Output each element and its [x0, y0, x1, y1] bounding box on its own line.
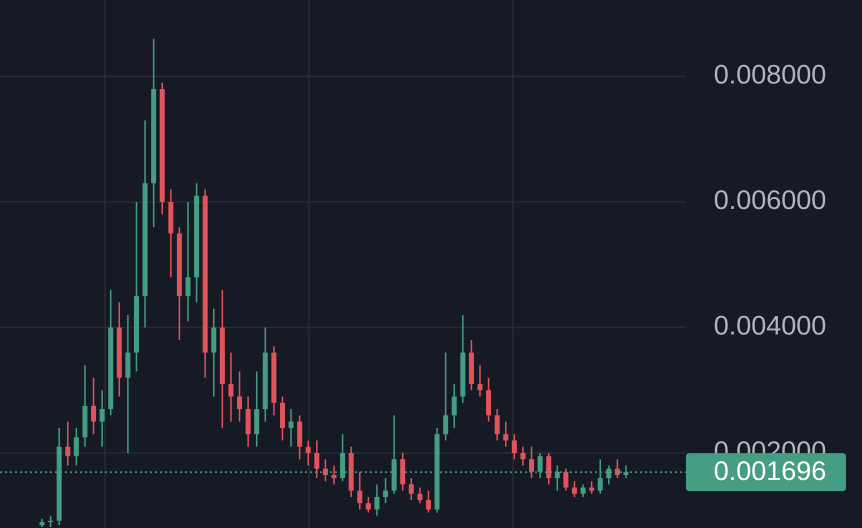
candle-body — [202, 195, 208, 353]
candle-body — [142, 183, 148, 297]
candle-body — [623, 472, 629, 475]
candle-body — [383, 490, 389, 497]
candle-body — [477, 383, 483, 391]
y-tick-label: 0.004000 — [714, 311, 827, 341]
candle-body — [82, 405, 88, 438]
candle-body — [194, 195, 200, 278]
candle-body — [486, 390, 492, 416]
candle-body — [228, 383, 234, 397]
candle-body — [554, 471, 560, 479]
candle-body — [245, 409, 251, 435]
candle-body — [443, 415, 449, 435]
candle-body — [185, 277, 191, 297]
candle-body — [91, 405, 97, 422]
candle-body — [606, 468, 612, 479]
candle-body — [262, 352, 268, 410]
candle-body — [125, 352, 131, 378]
candle-body — [537, 456, 543, 472]
candle-body — [494, 415, 500, 435]
candle-body — [425, 500, 431, 510]
y-tick-label: 0.006000 — [714, 185, 827, 215]
candle-body — [529, 459, 535, 472]
candle-body — [219, 327, 225, 384]
candle-body — [99, 409, 105, 422]
candle-body — [39, 522, 45, 526]
candle-body — [108, 327, 114, 410]
candle-body — [511, 440, 517, 454]
candle-body — [580, 487, 586, 494]
candle-body — [151, 89, 157, 184]
candle-body — [297, 421, 303, 447]
candle-body — [159, 89, 165, 203]
candle-body — [400, 459, 406, 485]
candle-body — [65, 446, 71, 457]
candle-body — [408, 484, 414, 494]
candle-body — [468, 352, 474, 384]
candle-body — [314, 453, 320, 469]
candle-body — [503, 434, 509, 441]
candle-body — [365, 503, 371, 510]
candle-body — [546, 456, 552, 479]
candle-body — [340, 453, 346, 479]
candle-body — [417, 493, 423, 501]
candle-body — [279, 402, 285, 428]
candle-body — [305, 446, 311, 454]
last-price-badge — [686, 453, 846, 492]
candle-body — [589, 487, 595, 491]
y-tick-label: 0.008000 — [714, 60, 827, 90]
candle-body — [237, 396, 243, 410]
candle-body — [460, 352, 466, 397]
candle-body — [56, 446, 62, 521]
candle-body — [168, 202, 174, 234]
last-price-label: 0.001696 — [714, 456, 827, 486]
candle-body — [520, 453, 526, 460]
candle-body — [571, 487, 577, 494]
candle-body — [374, 496, 380, 510]
candle-body — [357, 490, 363, 504]
candle-body — [271, 352, 277, 403]
candle-body — [288, 421, 294, 428]
candle-body — [176, 233, 182, 297]
candle-body — [597, 478, 603, 491]
candle-body — [614, 468, 620, 475]
candle-body — [331, 474, 337, 479]
candle-body — [434, 434, 440, 510]
candle-body — [254, 409, 260, 435]
candle-body — [116, 327, 122, 378]
candle-body — [48, 520, 54, 523]
candle-body — [133, 296, 139, 353]
candle-body — [563, 471, 569, 488]
candle-body — [391, 459, 397, 491]
candle-body — [73, 437, 79, 457]
candle-body — [451, 396, 457, 416]
candle-body — [211, 327, 217, 353]
